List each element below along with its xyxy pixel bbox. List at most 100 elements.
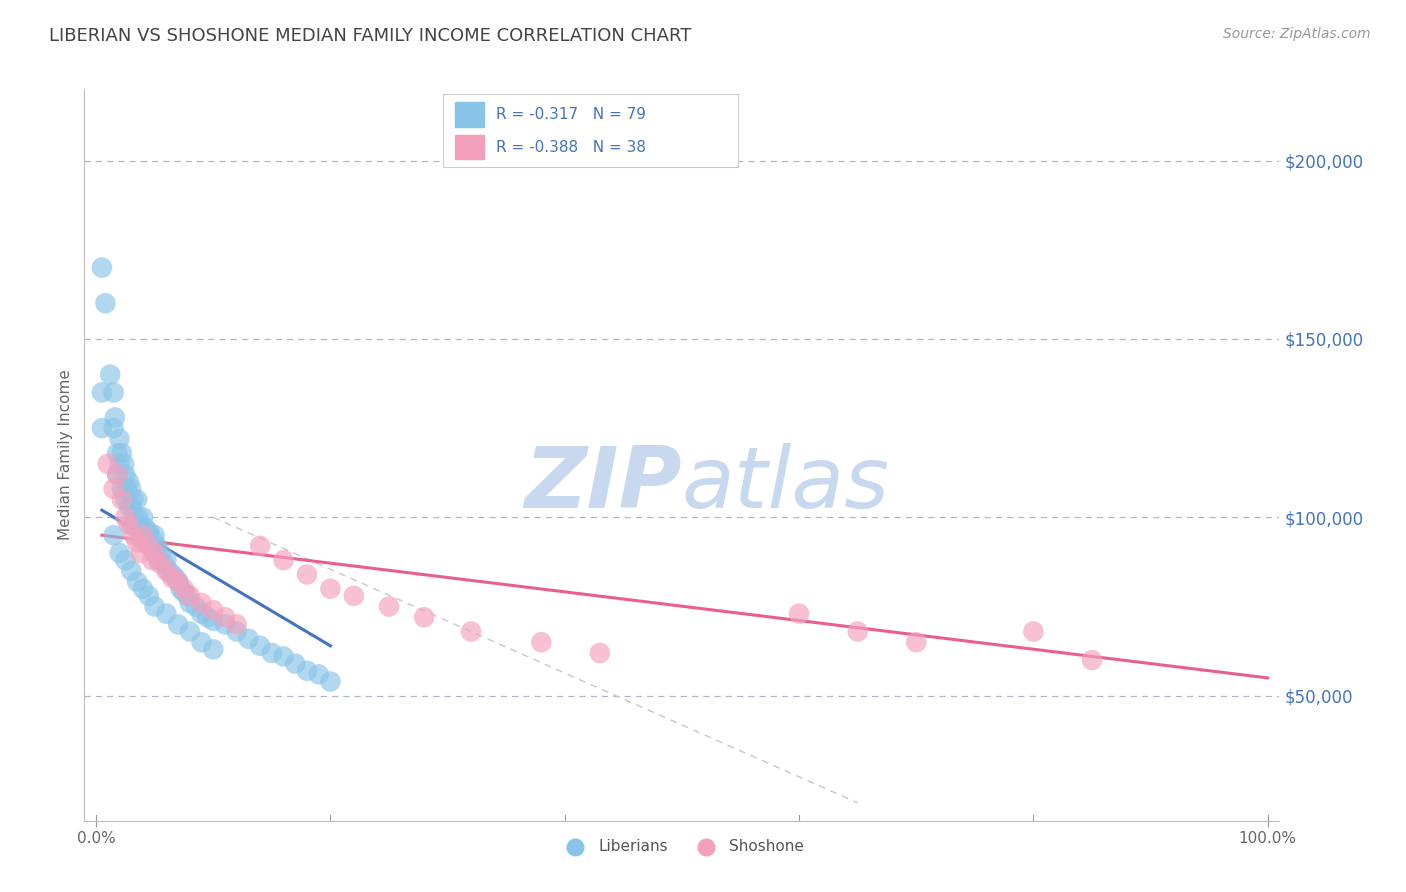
Point — [114, 553, 136, 567]
Point — [108, 457, 131, 471]
Point — [132, 528, 155, 542]
Point — [184, 599, 207, 614]
Point — [295, 664, 318, 678]
Point — [112, 457, 135, 471]
Point — [202, 614, 225, 628]
Point — [378, 599, 401, 614]
Point — [114, 510, 136, 524]
Point — [118, 500, 141, 514]
Point — [103, 421, 125, 435]
Point — [108, 432, 131, 446]
Point — [120, 500, 142, 514]
Point — [343, 589, 366, 603]
Point — [146, 539, 169, 553]
Point — [214, 617, 236, 632]
Point — [108, 546, 131, 560]
Point — [90, 421, 114, 435]
Point — [530, 635, 553, 649]
Point — [260, 646, 283, 660]
Point — [176, 589, 198, 603]
Point — [141, 553, 163, 567]
Point — [165, 571, 187, 585]
Point — [118, 517, 141, 532]
Point — [167, 574, 190, 589]
Point — [155, 607, 177, 621]
Bar — [454, 135, 484, 160]
Point — [167, 574, 190, 589]
Point — [120, 517, 142, 532]
Point — [103, 482, 125, 496]
Point — [98, 368, 121, 382]
Point — [162, 571, 183, 585]
Point — [125, 521, 148, 535]
Point — [190, 635, 212, 649]
Point — [273, 649, 295, 664]
Point — [589, 646, 612, 660]
Point — [202, 603, 225, 617]
Point — [134, 521, 156, 535]
Text: LIBERIAN VS SHOSHONE MEDIAN FAMILY INCOME CORRELATION CHART: LIBERIAN VS SHOSHONE MEDIAN FAMILY INCOM… — [49, 27, 692, 45]
Point — [138, 589, 160, 603]
Bar — [454, 102, 484, 127]
Point — [190, 607, 212, 621]
Point — [225, 624, 247, 639]
Point — [905, 635, 928, 649]
Point — [284, 657, 307, 671]
Point — [179, 589, 201, 603]
Point — [90, 385, 114, 400]
Point — [111, 482, 134, 496]
Point — [124, 510, 146, 524]
Point — [122, 528, 145, 542]
Point — [143, 528, 166, 542]
Point — [1022, 624, 1045, 639]
Point — [122, 492, 145, 507]
Point — [225, 617, 247, 632]
Point — [179, 596, 201, 610]
Point — [127, 574, 149, 589]
Point — [143, 599, 166, 614]
Text: R = -0.388   N = 38: R = -0.388 N = 38 — [496, 139, 645, 154]
Point — [94, 296, 117, 310]
Point — [249, 639, 271, 653]
Point — [148, 553, 170, 567]
Legend: Liberians, Shoshone: Liberians, Shoshone — [554, 833, 810, 861]
Point — [179, 624, 201, 639]
Point — [120, 482, 142, 496]
Point — [104, 410, 127, 425]
Point — [149, 557, 172, 571]
Point — [103, 385, 125, 400]
Point — [295, 567, 318, 582]
Point — [197, 610, 219, 624]
Point — [149, 546, 172, 560]
Point — [127, 492, 149, 507]
Text: ZIP: ZIP — [524, 442, 682, 525]
Point — [129, 517, 152, 532]
Point — [132, 528, 155, 542]
Point — [111, 446, 134, 460]
Point — [129, 532, 152, 546]
Point — [118, 475, 141, 489]
Point — [169, 582, 191, 596]
Point — [141, 532, 163, 546]
Point — [190, 596, 212, 610]
Point — [132, 582, 155, 596]
Text: R = -0.317   N = 79: R = -0.317 N = 79 — [496, 107, 645, 121]
Point — [139, 539, 162, 553]
Point — [249, 539, 271, 553]
Point — [143, 546, 166, 560]
Point — [173, 585, 195, 599]
Point — [135, 535, 157, 549]
Point — [138, 539, 160, 553]
Point — [846, 624, 869, 639]
Point — [105, 446, 128, 460]
Point — [153, 557, 176, 571]
Point — [413, 610, 436, 624]
Point — [155, 553, 177, 567]
Point — [103, 528, 125, 542]
Point — [114, 492, 136, 507]
Point — [319, 674, 342, 689]
Point — [105, 467, 128, 482]
Point — [105, 467, 128, 482]
Point — [129, 546, 152, 560]
Point — [138, 524, 160, 539]
